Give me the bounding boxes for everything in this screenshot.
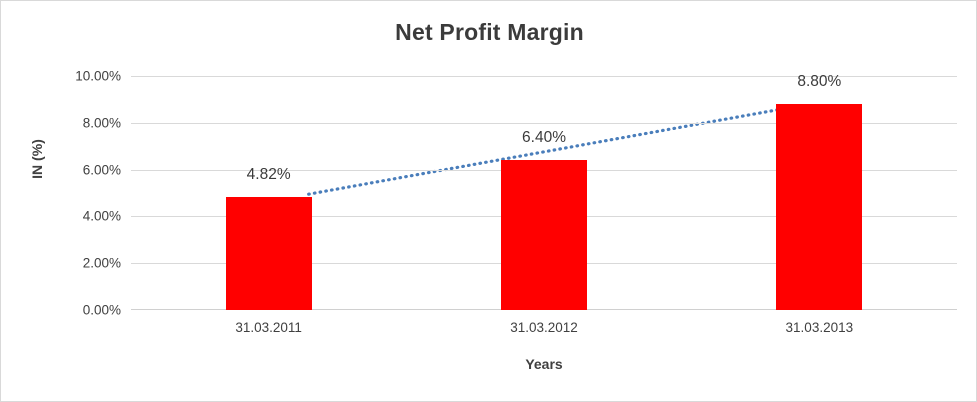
bar[interactable] (776, 104, 863, 310)
bar[interactable] (225, 197, 312, 310)
bar[interactable] (501, 160, 587, 310)
x-tick-label: 31.03.2011 (235, 320, 302, 335)
y-tick-label: 8.00% (82, 115, 121, 131)
gridline (131, 76, 957, 77)
y-tick-label: 0.00% (82, 302, 121, 318)
bar-data-label: 6.40% (522, 129, 566, 147)
x-tick-label: 31.03.2013 (785, 320, 854, 335)
y-tick-label: 10.00% (75, 68, 121, 84)
y-tick-label: 2.00% (82, 255, 121, 271)
gridline (131, 122, 957, 124)
bar-data-label: 8.80% (797, 73, 842, 91)
chart-title: Net Profit Margin (395, 19, 584, 45)
x-axis-title: Years (525, 356, 563, 372)
y-tick-label: 6.00% (82, 162, 121, 178)
bar-data-label: 4.82% (246, 166, 291, 184)
y-axis-title: IN (%) (29, 139, 45, 179)
x-tick-label: 31.03.2012 (510, 320, 578, 335)
plot-area: 0.00% 2.00% 4.00% 6.00% 8.00% 10.00% 4.82% 31.0… (75, 69, 957, 335)
y-tick-label: 4.00% (82, 208, 121, 224)
